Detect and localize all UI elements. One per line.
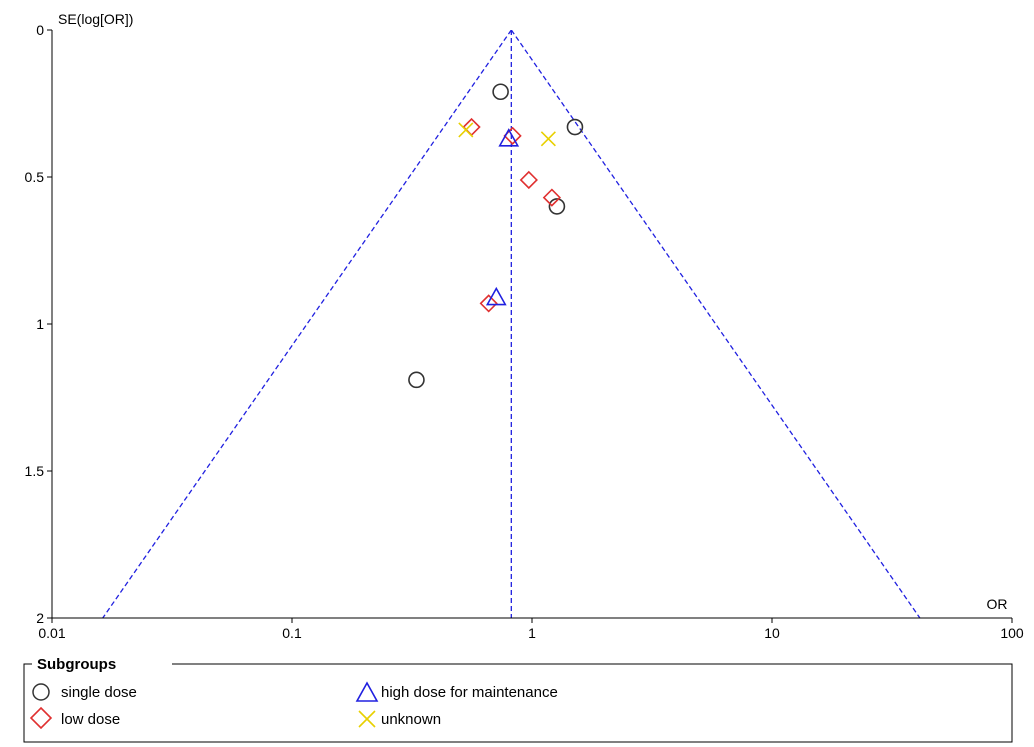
y-tick-label: 1.5 bbox=[25, 463, 45, 479]
legend-frame bbox=[23, 663, 1013, 743]
cross-icon bbox=[358, 710, 376, 728]
legend-entry-single-dose: single dose bbox=[32, 683, 137, 701]
point-diamond bbox=[479, 294, 498, 313]
point-diamond bbox=[519, 170, 538, 190]
diamond-icon bbox=[29, 706, 53, 730]
point-diamond bbox=[542, 188, 561, 207]
x-tick-label: 0.01 bbox=[38, 625, 65, 641]
x-tick-label: 10 bbox=[764, 625, 780, 641]
legend-entry-high-dose-for-maintenance: high dose for maintenance bbox=[355, 681, 558, 702]
legend-entry-low-dose: low dose bbox=[29, 706, 120, 730]
point-triangle bbox=[485, 286, 507, 306]
legend: Subgroups single dose low dose high dose… bbox=[23, 656, 1013, 743]
legend-title: Subgroups bbox=[37, 656, 116, 673]
point-circle bbox=[492, 83, 509, 101]
point-diamond bbox=[462, 117, 481, 137]
point-cross bbox=[540, 131, 556, 147]
point-circle bbox=[566, 118, 584, 136]
legend-entry-unknown: unknown bbox=[358, 710, 441, 728]
y-tick-label: 0 bbox=[36, 22, 44, 38]
point-circle bbox=[548, 198, 566, 215]
funnel-lines bbox=[102, 30, 921, 618]
data-points bbox=[408, 83, 584, 389]
x-tick-label: 1 bbox=[528, 625, 536, 641]
legend-label: unknown bbox=[381, 711, 441, 728]
funnel-right-line bbox=[510, 30, 921, 618]
legend-label: single dose bbox=[61, 684, 137, 701]
axes bbox=[51, 30, 1012, 619]
point-triangle bbox=[498, 128, 520, 147]
triangle-icon bbox=[355, 681, 379, 702]
x-tick-label: 0.1 bbox=[282, 625, 302, 641]
point-circle bbox=[408, 371, 425, 389]
circle-icon bbox=[32, 683, 50, 701]
x-axis-ticks: 0.01 0.1 1 10 100 bbox=[38, 618, 1024, 641]
legend-label: low dose bbox=[61, 711, 120, 728]
funnel-left-line bbox=[102, 30, 512, 618]
x-tick-label: 100 bbox=[1000, 625, 1024, 641]
y-tick-label: 0.5 bbox=[25, 169, 45, 185]
y-axis-label: SE(log[OR]) bbox=[58, 11, 133, 27]
legend-label: high dose for maintenance bbox=[381, 684, 558, 701]
point-cross bbox=[458, 122, 474, 138]
x-axis-label: OR bbox=[987, 596, 1008, 612]
y-tick-label: 1 bbox=[36, 316, 44, 332]
y-axis-ticks: 0 0.5 1 1.5 2 bbox=[25, 22, 52, 626]
y-tick-label: 2 bbox=[36, 610, 44, 626]
